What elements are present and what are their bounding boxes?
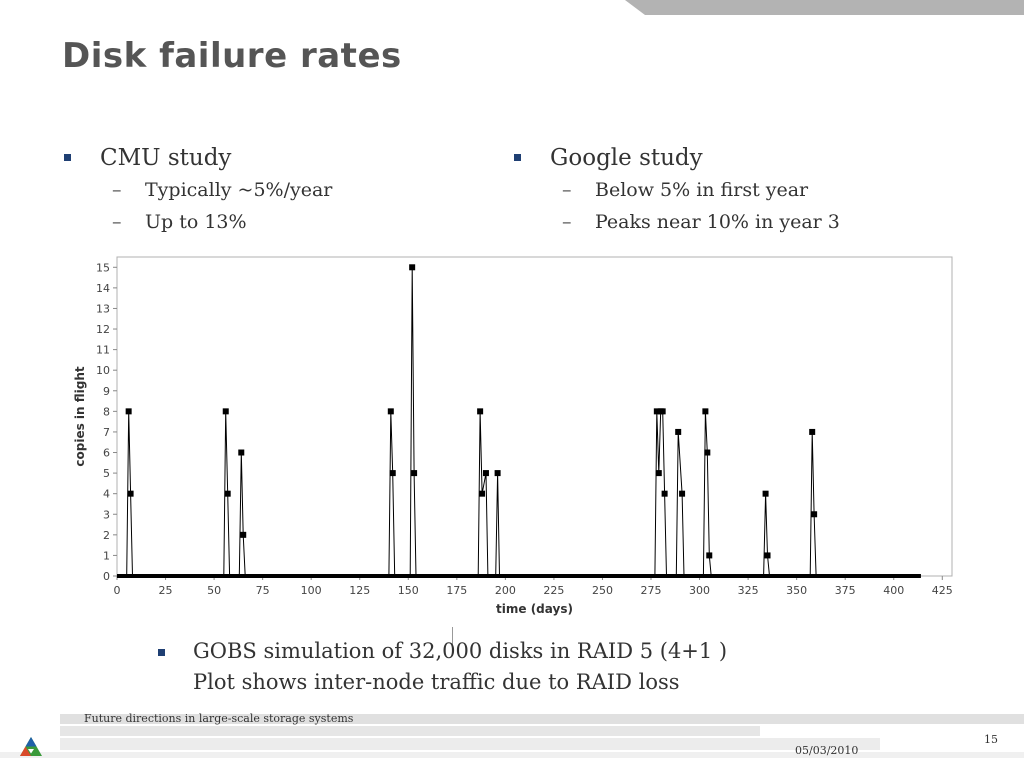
x-tick-label: 200 bbox=[495, 584, 516, 597]
cmu-item-text: Typically ~5%/year bbox=[145, 179, 333, 201]
data-point bbox=[706, 552, 713, 559]
x-tick-label: 100 bbox=[301, 584, 322, 597]
x-tick-label: 300 bbox=[689, 584, 710, 597]
google-study-item: – Peaks near 10% in year 3 bbox=[562, 211, 840, 233]
x-tick-label: 125 bbox=[349, 584, 370, 597]
cmu-study-heading: CMU study bbox=[62, 142, 482, 174]
footer-title: Future directions in large-scale storage… bbox=[84, 712, 354, 725]
data-point bbox=[238, 449, 245, 456]
x-tick-label: 150 bbox=[398, 584, 419, 597]
x-tick-label: 250 bbox=[592, 584, 613, 597]
data-point bbox=[389, 470, 396, 477]
top-decorative-band bbox=[625, 0, 1024, 15]
x-tick-label: 175 bbox=[446, 584, 467, 597]
cmu-study-section: CMU study – Typically ~5%/year – Up to 13% bbox=[62, 142, 482, 238]
slide-title: Disk failure rates bbox=[62, 36, 402, 76]
y-tick-label: 13 bbox=[96, 302, 110, 315]
y-tick-label: 9 bbox=[103, 385, 110, 398]
x-tick-label: 275 bbox=[641, 584, 662, 597]
data-point bbox=[222, 408, 229, 415]
data-point bbox=[762, 490, 769, 497]
data-point bbox=[477, 408, 484, 415]
data-point bbox=[482, 470, 489, 477]
y-tick-label: 11 bbox=[96, 344, 110, 357]
x-tick-label: 325 bbox=[738, 584, 759, 597]
y-tick-label: 7 bbox=[103, 426, 110, 439]
data-point bbox=[655, 470, 662, 477]
note-line: Plot shows inter-node traffic due to RAI… bbox=[193, 670, 680, 694]
data-point bbox=[409, 264, 416, 271]
google-study-item: – Below 5% in first year bbox=[562, 179, 809, 201]
google-item-text: Peaks near 10% in year 3 bbox=[595, 211, 840, 233]
argonne-logo-icon bbox=[20, 737, 42, 756]
y-tick-label: 0 bbox=[103, 570, 110, 583]
data-point bbox=[679, 490, 686, 497]
data-point bbox=[125, 408, 132, 415]
data-point bbox=[224, 490, 231, 497]
google-study-section: Google study – Below 5% in first year – Pe… bbox=[512, 142, 932, 238]
text-cursor bbox=[452, 627, 453, 645]
y-tick-label: 2 bbox=[103, 529, 110, 542]
y-tick-label: 5 bbox=[103, 467, 110, 480]
data-point bbox=[653, 408, 660, 415]
data-point bbox=[675, 428, 682, 435]
y-tick-label: 8 bbox=[103, 405, 110, 418]
y-tick-label: 12 bbox=[96, 323, 110, 336]
footer-decorative-bands bbox=[0, 714, 1024, 758]
y-tick-label: 14 bbox=[96, 282, 110, 295]
data-point bbox=[764, 552, 771, 559]
x-tick-label: 225 bbox=[543, 584, 564, 597]
google-study-heading: Google study bbox=[512, 142, 932, 174]
y-tick-label: 15 bbox=[96, 261, 110, 274]
x-tick-label: 25 bbox=[159, 584, 173, 597]
note-line: GOBS simulation of 32,000 disks in RAID … bbox=[193, 639, 728, 663]
y-tick-label: 10 bbox=[96, 364, 110, 377]
slide-date: 05/03/2010 bbox=[795, 744, 859, 757]
google-item-text: Below 5% in first year bbox=[595, 179, 809, 201]
cmu-item-text: Up to 13% bbox=[145, 211, 247, 233]
y-tick-label: 1 bbox=[103, 549, 110, 562]
data-point bbox=[811, 511, 818, 518]
x-tick-label: 0 bbox=[114, 584, 121, 597]
data-point bbox=[494, 470, 501, 477]
page-number: 15 bbox=[984, 733, 998, 746]
y-tick-label: 6 bbox=[103, 447, 110, 460]
cmu-study-item: – Typically ~5%/year bbox=[112, 179, 333, 201]
data-point bbox=[240, 531, 247, 538]
x-tick-label: 350 bbox=[786, 584, 807, 597]
data-point bbox=[387, 408, 394, 415]
series-line bbox=[126, 267, 817, 577]
cmu-study-item: – Up to 13% bbox=[112, 211, 247, 233]
x-tick-label: 400 bbox=[883, 584, 904, 597]
y-axis-label: copies in flight bbox=[73, 366, 87, 466]
y-tick-label: 3 bbox=[103, 508, 110, 521]
data-point bbox=[411, 470, 418, 477]
data-point bbox=[702, 408, 709, 415]
x-tick-label: 425 bbox=[932, 584, 953, 597]
gobs-simulation-note: GOBS simulation of 32,000 disks in RAID … bbox=[158, 636, 727, 698]
x-tick-label: 50 bbox=[207, 584, 221, 597]
data-point bbox=[659, 408, 666, 415]
data-point bbox=[661, 490, 668, 497]
x-tick-label: 75 bbox=[256, 584, 270, 597]
data-point bbox=[809, 428, 816, 435]
data-point bbox=[479, 490, 486, 497]
y-tick-label: 4 bbox=[103, 488, 110, 501]
data-point bbox=[704, 449, 711, 456]
data-point bbox=[127, 490, 134, 497]
x-tick-label: 375 bbox=[835, 584, 856, 597]
plot-area bbox=[116, 256, 953, 577]
x-axis-label: time (days) bbox=[496, 602, 573, 616]
bullet-square bbox=[158, 649, 165, 656]
